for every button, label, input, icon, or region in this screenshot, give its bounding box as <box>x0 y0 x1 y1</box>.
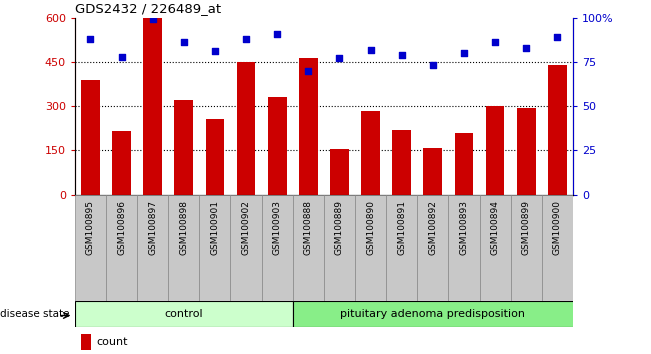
Text: GSM100896: GSM100896 <box>117 200 126 255</box>
Bar <box>355 195 386 301</box>
Text: GSM100894: GSM100894 <box>491 200 499 255</box>
Bar <box>548 65 566 195</box>
Bar <box>81 80 100 195</box>
Bar <box>417 195 449 301</box>
Bar <box>324 195 355 301</box>
Bar <box>81 334 90 350</box>
Text: GSM100897: GSM100897 <box>148 200 157 255</box>
Bar <box>386 195 417 301</box>
Bar <box>517 108 536 195</box>
Point <box>303 68 314 74</box>
Text: GSM100893: GSM100893 <box>460 200 469 255</box>
Bar <box>480 195 510 301</box>
Bar <box>230 195 262 301</box>
Bar <box>168 195 199 301</box>
Text: count: count <box>97 337 128 347</box>
Text: GSM100900: GSM100900 <box>553 200 562 255</box>
Point <box>459 50 469 56</box>
Bar <box>293 195 324 301</box>
Bar <box>137 195 168 301</box>
Point <box>396 52 407 58</box>
Text: GSM100899: GSM100899 <box>521 200 531 255</box>
Text: GDS2432 / 226489_at: GDS2432 / 226489_at <box>75 2 221 15</box>
Text: GSM100898: GSM100898 <box>179 200 188 255</box>
Bar <box>237 62 255 195</box>
Point <box>178 40 189 45</box>
Bar <box>393 130 411 195</box>
Bar <box>293 301 589 327</box>
Text: control: control <box>165 309 203 319</box>
Point <box>521 45 531 51</box>
Text: pituitary adenoma predisposition: pituitary adenoma predisposition <box>340 309 525 319</box>
Point <box>241 36 251 42</box>
Bar <box>143 18 162 195</box>
Bar <box>423 148 442 195</box>
Bar <box>542 195 573 301</box>
Point <box>272 31 283 36</box>
Bar <box>75 301 293 327</box>
Text: GSM100889: GSM100889 <box>335 200 344 255</box>
Bar <box>330 149 349 195</box>
Bar <box>268 97 286 195</box>
Text: GSM100890: GSM100890 <box>366 200 375 255</box>
Bar <box>510 195 542 301</box>
Point <box>148 17 158 22</box>
Bar <box>106 195 137 301</box>
Point <box>210 48 220 54</box>
Bar <box>262 195 293 301</box>
Text: GSM100888: GSM100888 <box>304 200 313 255</box>
Text: GSM100895: GSM100895 <box>86 200 95 255</box>
Bar <box>449 195 480 301</box>
Bar <box>486 106 505 195</box>
Point <box>365 47 376 52</box>
Point <box>85 36 96 42</box>
Bar <box>299 57 318 195</box>
Text: GSM100892: GSM100892 <box>428 200 437 255</box>
Bar <box>112 131 131 195</box>
Text: GSM100891: GSM100891 <box>397 200 406 255</box>
Point <box>428 63 438 68</box>
Bar <box>174 100 193 195</box>
Text: disease state: disease state <box>0 309 70 319</box>
Point <box>490 40 500 45</box>
Bar <box>206 119 224 195</box>
Text: GSM100902: GSM100902 <box>242 200 251 255</box>
Point <box>334 56 344 61</box>
Point <box>117 54 127 59</box>
Bar <box>199 195 230 301</box>
Bar <box>361 110 380 195</box>
Bar <box>454 133 473 195</box>
Text: GSM100903: GSM100903 <box>273 200 282 255</box>
Point <box>552 34 562 40</box>
Bar <box>75 195 106 301</box>
Text: GSM100901: GSM100901 <box>210 200 219 255</box>
